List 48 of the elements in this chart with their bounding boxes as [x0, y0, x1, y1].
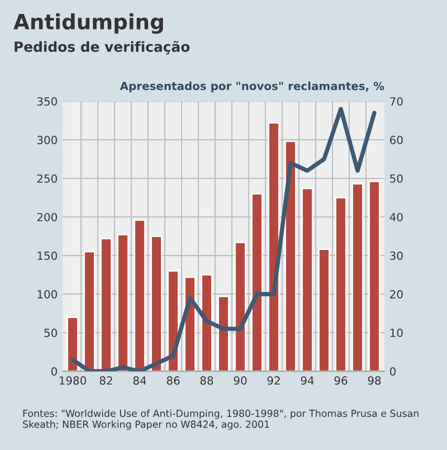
- bar: [352, 183, 364, 372]
- y2-tick-label: 0: [390, 367, 396, 376]
- x-tick-label: 90: [234, 376, 247, 385]
- chart-title: Antidumping: [14, 13, 163, 34]
- y-tick-label: 250: [37, 174, 57, 183]
- x-tick-label: 94: [300, 376, 314, 385]
- y2-tick-label: 30: [390, 252, 403, 260]
- bar: [334, 196, 347, 372]
- bar: [218, 296, 230, 372]
- x-tick-label: 82: [100, 376, 112, 385]
- bar: [268, 122, 280, 372]
- y-tick-label: 150: [38, 252, 57, 260]
- line-series: [70, 106, 376, 372]
- x-tick-label: 98: [368, 376, 381, 385]
- bar: [234, 242, 246, 372]
- bar: [117, 234, 129, 372]
- y2-tick-label: 50: [390, 174, 403, 183]
- y2-tick-label: 40: [390, 212, 403, 222]
- text: Fontes: "Worldwide Use of Anti-Dumping, 1980-1998", por Thomas Prusa e Susan Skeath; NBER Working Paper no W8424, ago. 2001: [22, 410, 418, 430]
- x-tick-label: 84: [133, 376, 146, 385]
- x-tick-label: 88: [200, 376, 214, 385]
- bar: [200, 274, 213, 372]
- bar: [368, 180, 380, 372]
- y2-tick-label: 10: [390, 328, 403, 338]
- x-tick-label: 1980: [60, 376, 86, 385]
- bar: [100, 238, 112, 372]
- y2-tick-label: 20: [390, 290, 403, 298]
- chart-subtitle: Pedidos de verificação: [14, 40, 190, 54]
- bar: [251, 193, 263, 372]
- x-tick-label: 96: [334, 376, 348, 385]
- y-tick-label: 350: [37, 97, 57, 106]
- bar: [301, 188, 314, 372]
- y-tick-label: 0: [51, 367, 57, 376]
- y-tick-label: 200: [37, 212, 57, 222]
- y2-axis-title: Apresentados por "novos" reclamantes, %: [120, 82, 384, 92]
- y-tick-label: 300: [37, 136, 57, 144]
- bar: [66, 316, 79, 372]
- bar: [318, 248, 330, 372]
- bar: [84, 250, 96, 372]
- y2-tick-label: 70: [390, 97, 403, 106]
- bar: [134, 219, 146, 372]
- bar: [284, 140, 296, 372]
- y-tick-label: 50: [44, 328, 57, 338]
- bar: [150, 236, 162, 372]
- x-tick-label: 92: [267, 376, 280, 385]
- y2-tick-label: 60: [390, 136, 403, 144]
- y-tick-label: 100: [38, 290, 57, 298]
- x-tick-label: 86: [166, 376, 180, 385]
